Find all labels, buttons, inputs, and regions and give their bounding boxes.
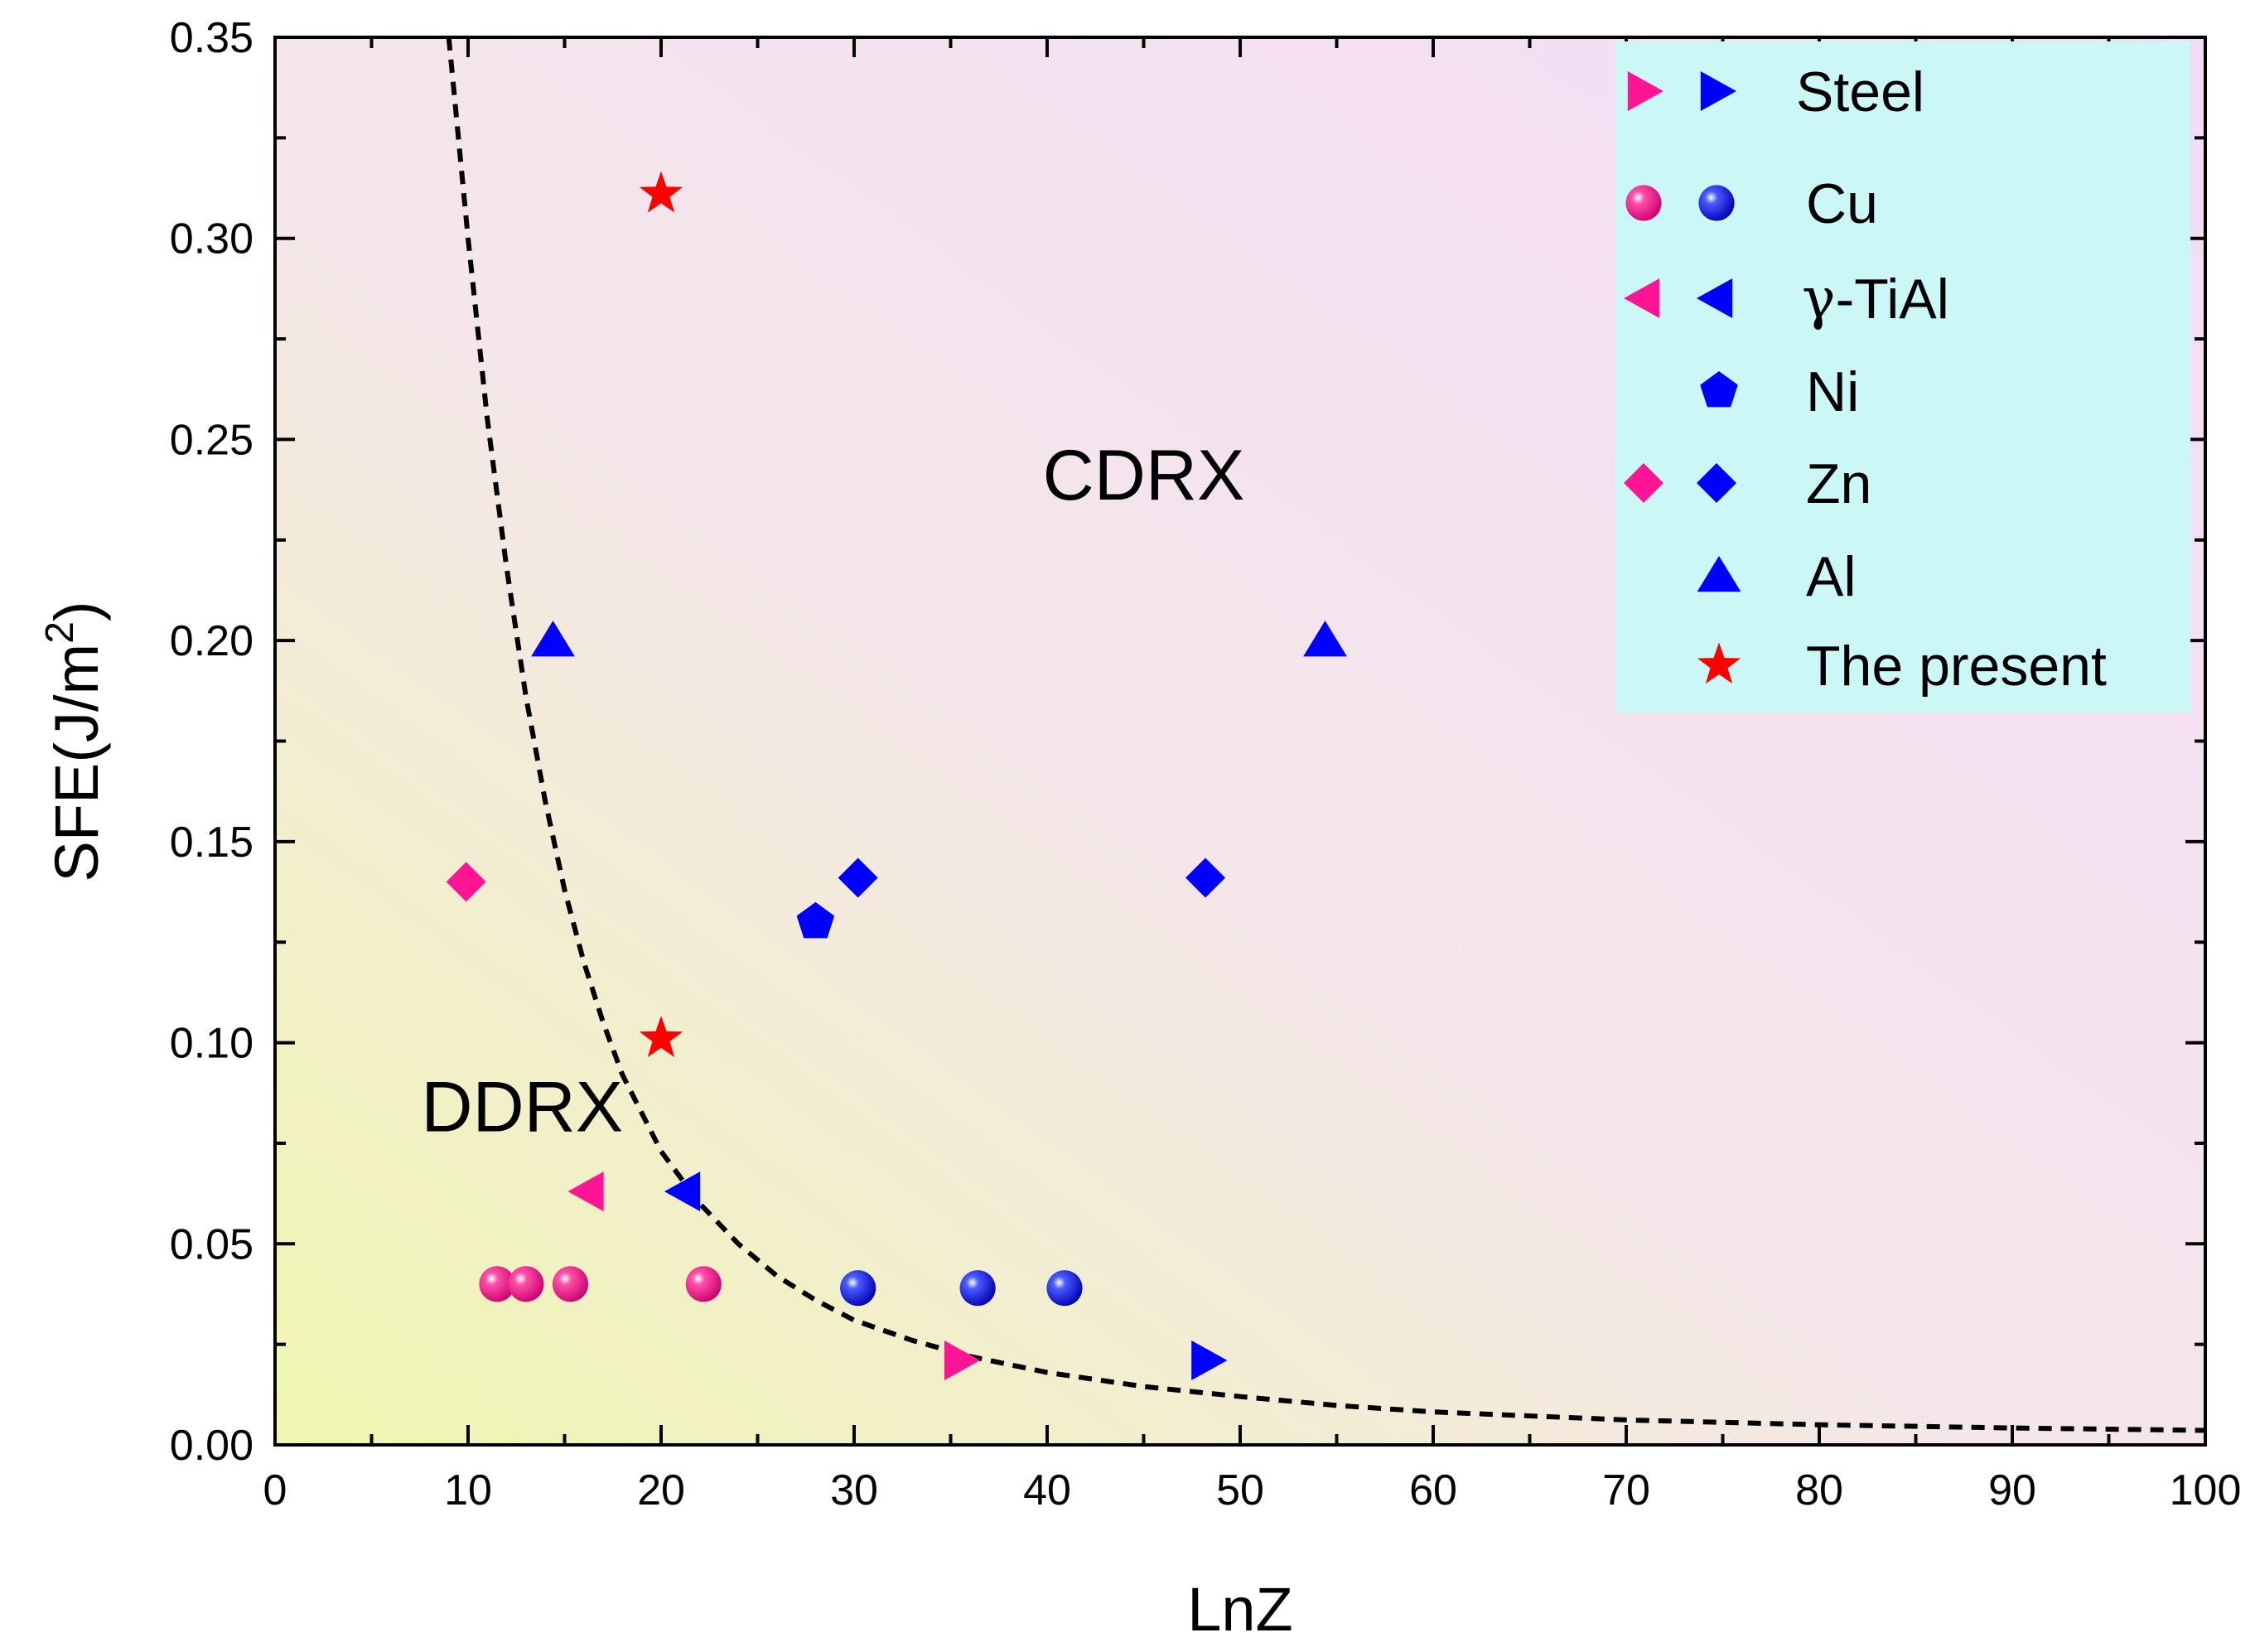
- boundary-curve-layer: [446, 36, 2206, 1433]
- legend-marker-al: [1697, 556, 1741, 592]
- legend-label-gamma-tial: γ-TiAl: [1802, 267, 1949, 332]
- legend-label-zn: Zn: [1806, 452, 1871, 515]
- legend: Steel Cu γ-TiAl Ni Zn Al The present: [1615, 41, 2190, 712]
- legend-marker-cu: [1625, 185, 1662, 221]
- data-point-ni: [796, 901, 835, 939]
- legend-marker-cu: [1698, 185, 1735, 221]
- data-point-cu: [552, 1266, 589, 1302]
- legend-marker-zn: [1697, 463, 1736, 503]
- legend-label-ni: Ni: [1806, 360, 1859, 423]
- data-point-zn: [446, 862, 486, 902]
- axis-ticks-layer: 0 10 20 30 40 50 60 70 80 90 100 0.00 0.05 0.10 0.15 0.…: [170, 14, 2242, 1514]
- data-point-the-present: [639, 1016, 683, 1057]
- data-point-cu: [1046, 1270, 1083, 1307]
- legend-marker-gamma-tial: [1624, 278, 1660, 318]
- x-tick-label: 30: [830, 1466, 878, 1514]
- x-tick-label: 40: [1023, 1466, 1071, 1514]
- data-point-steel: [1191, 1340, 1228, 1381]
- data-point-tial: [664, 1171, 701, 1212]
- data-point-tial: [567, 1171, 604, 1212]
- x-tick-label: 0: [263, 1466, 287, 1514]
- y-axis-title: SFE(J/m2): [38, 601, 111, 882]
- data-point-cu: [840, 1270, 876, 1307]
- legend-marker-ni: [1700, 371, 1738, 408]
- x-tick-label: 80: [1795, 1466, 1843, 1514]
- legend-marker-zn: [1624, 463, 1663, 503]
- y-axis-title-close: ): [42, 601, 111, 621]
- region-label-cdrx: CDRX: [1043, 436, 1245, 515]
- y-tick-label: 0.20: [170, 617, 254, 665]
- legend-label-al: Al: [1806, 545, 1856, 608]
- y-tick-label: 0.05: [170, 1220, 254, 1268]
- legend-box: [1615, 41, 2190, 712]
- x-tick-label: 100: [2170, 1466, 2242, 1514]
- data-point-al: [531, 621, 575, 657]
- data-point-zn: [838, 857, 878, 898]
- x-tick-label: 10: [444, 1466, 492, 1514]
- legend-label-steel: Steel: [1796, 60, 1924, 123]
- x-tick-label: 70: [1602, 1466, 1650, 1514]
- x-tick-label: 90: [1988, 1466, 2036, 1514]
- data-point-cu: [959, 1270, 996, 1307]
- legend-entries: Steel Cu γ-TiAl Ni Zn Al The present: [1624, 60, 2107, 698]
- data-point-cu: [685, 1266, 722, 1302]
- data-points-layer: [446, 171, 1347, 1381]
- x-tick-label: 50: [1216, 1466, 1264, 1514]
- data-point-steel: [944, 1340, 981, 1381]
- y-tick-label: 0.30: [170, 215, 254, 263]
- data-point-al: [1303, 621, 1347, 657]
- legend-label-the-present: The present: [1806, 635, 2107, 698]
- x-tick-label: 60: [1409, 1466, 1457, 1514]
- data-point-the-present: [639, 171, 683, 213]
- y-tick-label: 0.35: [170, 14, 254, 62]
- y-tick-label: 0.15: [170, 819, 254, 867]
- data-point-zn: [1185, 857, 1226, 898]
- x-axis-title: LnZ: [1187, 1575, 1293, 1644]
- boundary-dashed-curve: [446, 36, 2206, 1433]
- data-point-cu: [479, 1266, 515, 1302]
- legend-marker-the-present: [1697, 642, 1741, 684]
- legend-label-cu: Cu: [1806, 172, 1878, 235]
- y-tick-label: 0.10: [170, 1020, 254, 1068]
- region-label-ddrx: DDRX: [421, 1067, 623, 1147]
- legend-marker-steel: [1700, 71, 1736, 111]
- legend-label-rest: -TiAl: [1836, 268, 1949, 331]
- legend-label-greek: γ: [1802, 267, 1836, 332]
- y-axis-title-main: SFE(J/m: [42, 644, 111, 882]
- y-tick-label: 0.00: [170, 1422, 254, 1470]
- legend-marker-gamma-tial: [1697, 278, 1733, 318]
- y-tick-label: 0.25: [170, 416, 254, 464]
- data-point-cu: [508, 1266, 544, 1302]
- y-axis-title-sup: 2: [38, 621, 82, 644]
- legend-marker-steel: [1627, 71, 1663, 111]
- x-tick-label: 20: [637, 1466, 685, 1514]
